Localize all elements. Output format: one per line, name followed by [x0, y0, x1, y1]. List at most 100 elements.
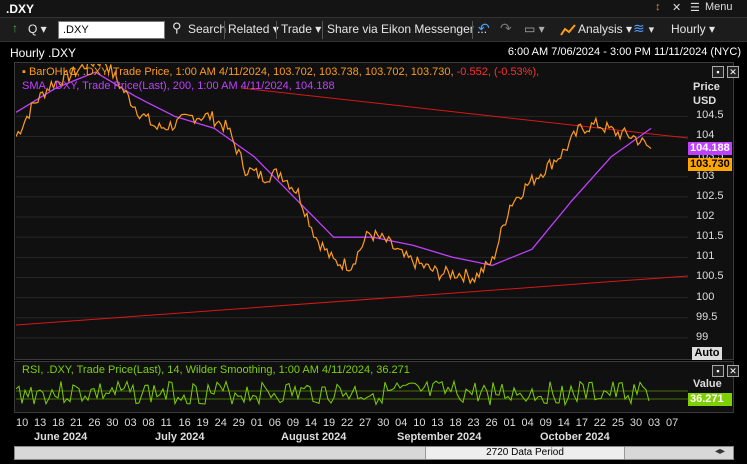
day-tick-label: 21 [70, 417, 83, 429]
day-tick-label: 26 [485, 417, 498, 429]
redo-icon[interactable]: ↷ [500, 20, 512, 36]
folder-icon[interactable]: ▭ ▾ [524, 22, 545, 36]
currency-label: USD [693, 95, 717, 107]
rsi-chart[interactable] [16, 363, 688, 411]
ric-input[interactable]: .DXY [58, 21, 165, 39]
divider [322, 21, 323, 39]
day-tick-label: 22 [341, 417, 354, 429]
price-tick-label: 100.5 [696, 270, 724, 283]
up-arrow-icon[interactable]: ↑ [12, 21, 18, 35]
day-tick-label: 19 [196, 417, 209, 429]
day-tick-label: 03 [647, 417, 661, 429]
resistance-trendline[interactable] [240, 87, 688, 139]
price-tick-label: 101.5 [696, 230, 724, 243]
close-icon[interactable]: ✕ [672, 2, 682, 14]
auto-scale-button[interactable]: Auto [692, 347, 722, 360]
ohlc-legend-text: BarOHLC, .DXY, Trade Price, 1:00 AM 4/11… [28, 66, 454, 78]
scroll-handle-icon[interactable]: ◂▸ [715, 446, 726, 457]
chart-date-range: 6:00 AM 7/06/2024 - 3:00 PM 11/11/2024 (… [507, 46, 741, 58]
month-label: June 2024 [34, 431, 88, 443]
undo-icon[interactable]: ↶ [478, 20, 490, 36]
window-title: .DXY [6, 2, 35, 16]
menu-icon[interactable]: ☰ [690, 2, 700, 14]
day-tick-label: 06 [268, 417, 282, 429]
day-tick-label: 26 [88, 417, 101, 429]
divider [224, 21, 225, 39]
rsi-legend-text: RSI, .DXY, Trade Price(Last), 14, Wilder… [22, 364, 410, 376]
ric-input-value: .DXY [63, 24, 89, 36]
day-tick-label: 08 [142, 417, 155, 429]
day-tick-label: 10 [413, 417, 426, 429]
rsi-legend[interactable]: RSI, .DXY, Trade Price(Last), 14, Wilder… [22, 364, 410, 376]
waves-icon[interactable]: ≋ ▾ [633, 20, 655, 36]
day-tick-label: 07 [666, 417, 679, 429]
last-price-tag: 103.730 [688, 158, 732, 171]
analysis-icon[interactable] [560, 23, 576, 37]
time-scrollbar[interactable]: 2720 Data Period ◂▸ [14, 446, 734, 460]
related-label: Related [228, 22, 270, 36]
interval-label: Hourly [671, 22, 706, 36]
support-trendline[interactable] [16, 275, 688, 326]
day-tick-label: 18 [52, 417, 65, 429]
share-button[interactable]: Share via Eikon Messenger ... [327, 22, 488, 36]
panel-close-icon[interactable]: ✕ [727, 66, 739, 78]
day-tick-label: 16 [178, 417, 191, 429]
analysis-menu[interactable]: Analysis ▾ [578, 22, 633, 36]
related-menu[interactable]: Related ▾ [228, 22, 279, 36]
price-chart[interactable] [16, 64, 688, 358]
price-tick-label: 100 [696, 290, 715, 303]
price-tick-label: 99.5 [696, 310, 718, 323]
price-axis-title: Price [693, 81, 720, 93]
day-tick-label: 09 [286, 417, 300, 429]
rsi-axis-title: Value [693, 378, 722, 390]
month-label: October 2024 [540, 431, 610, 443]
price-tick-label: 99 [696, 330, 709, 343]
pin-icon[interactable]: ↕ [655, 1, 661, 13]
day-tick-label: 30 [377, 417, 390, 429]
price-tick-label: 101 [696, 250, 715, 263]
price-tick-label: 102 [696, 210, 715, 223]
sma-legend[interactable]: SMA, .DXY, Trade Price(Last), 200, 1:00 … [22, 80, 335, 92]
rsi-close-icon[interactable]: ✕ [727, 365, 739, 377]
price-panel [14, 62, 734, 360]
day-tick-label: 04 [395, 417, 408, 429]
price-tick-label: 103 [696, 169, 715, 182]
day-tick-label: 30 [106, 417, 119, 429]
month-label: July 2024 [155, 431, 205, 443]
menu-button[interactable]: Menu [705, 1, 733, 13]
window-titlebar: .DXY ↕ ✕ ☰ Menu [0, 0, 747, 18]
day-tick-label: 10 [16, 417, 29, 429]
day-tick-label: 22 [593, 417, 607, 429]
ohlc-change-text: -0.552, (-0.53%), [456, 66, 540, 78]
day-tick-label: 24 [214, 417, 227, 429]
price-line[interactable] [16, 64, 652, 285]
analysis-label: Analysis [578, 22, 623, 36]
day-tick-label: 25 [611, 417, 625, 429]
trade-menu[interactable]: Trade ▾ [281, 22, 322, 36]
sma-legend-text: SMA, .DXY, Trade Price(Last), 200, 1:00 … [22, 80, 335, 92]
ohlc-legend[interactable]: ▪ BarOHLC, .DXY, Trade Price, 1:00 AM 4/… [22, 66, 540, 78]
day-tick-label: 11 [160, 417, 172, 429]
rsi-line[interactable] [16, 379, 650, 407]
sma-line[interactable] [16, 71, 652, 267]
price-tick-label: 104 [696, 129, 715, 142]
interval-menu[interactable]: Hourly ▾ [671, 22, 716, 36]
rsi-restore-icon[interactable]: ▪ [712, 365, 724, 377]
search-button[interactable]: Search [188, 22, 227, 36]
day-tick-label: 01 [503, 417, 516, 429]
day-tick-label: 18 [449, 417, 462, 429]
day-tick-label: 19 [322, 417, 336, 429]
day-tick-label: 30 [629, 417, 643, 429]
panel-restore-icon[interactable]: ▪ [712, 66, 724, 78]
sma-value-tag: 104.188 [688, 142, 732, 155]
price-tick-label: 104.5 [696, 109, 724, 122]
day-tick-label: 13 [34, 417, 47, 429]
search-icon[interactable]: ⚲ [172, 20, 182, 35]
day-tick-label: 29 [232, 417, 245, 429]
day-tick-label: 04 [521, 417, 534, 429]
day-tick-label: 14 [557, 417, 570, 429]
trade-label: Trade [281, 22, 312, 36]
month-label: August 2024 [281, 431, 347, 443]
day-tick-label: 23 [467, 417, 480, 429]
search-type-dropdown[interactable]: Q ▾ [28, 22, 47, 36]
